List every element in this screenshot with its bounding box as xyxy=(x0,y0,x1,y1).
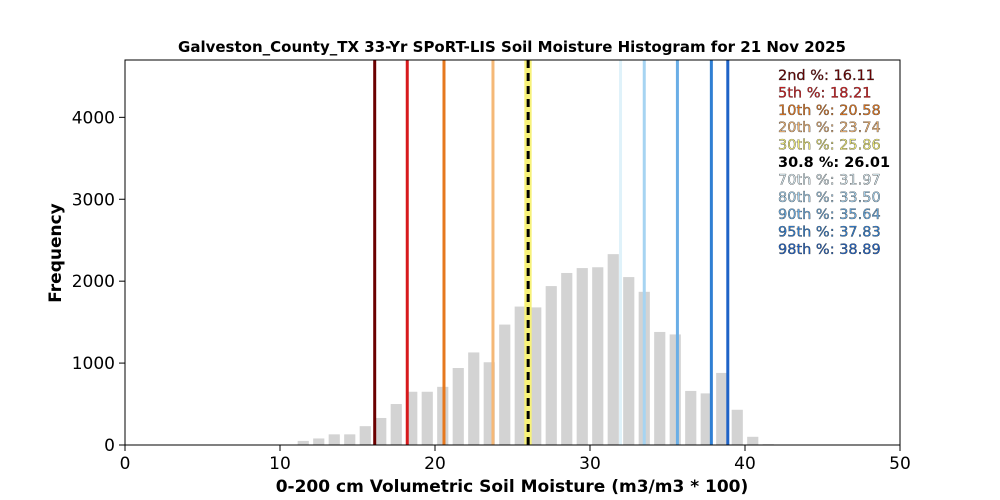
histogram-bar xyxy=(468,352,480,445)
histogram-bar xyxy=(421,391,433,445)
histogram-bar xyxy=(700,393,712,445)
histogram-bar xyxy=(328,434,340,445)
histogram-bar xyxy=(483,362,495,445)
histogram-bar xyxy=(390,404,402,445)
histogram-bar xyxy=(499,324,511,445)
legend-entry: 95th %: 37.83 xyxy=(778,225,881,241)
histogram-bar xyxy=(685,390,697,445)
x-tick-label: 20 xyxy=(424,454,446,474)
bars-group xyxy=(297,254,774,445)
legend-entry: 70th %: 31.97 xyxy=(778,172,881,188)
histogram-bar xyxy=(545,286,557,445)
legend-entry: 80th %: 33.50 xyxy=(778,190,881,206)
legend-entry: 30.8 %: 26.01 xyxy=(778,155,890,171)
legend-entry: 5th %: 18.21 xyxy=(778,85,872,101)
legend-entry: 30th %: 25.86 xyxy=(778,138,881,154)
y-tick-label: 1000 xyxy=(72,354,115,374)
histogram-bar xyxy=(731,409,743,445)
histogram-bar xyxy=(344,434,356,445)
x-tick-label: 40 xyxy=(734,454,756,474)
histogram-bar xyxy=(452,368,464,445)
x-tick-label: 30 xyxy=(579,454,601,474)
histogram-bar xyxy=(716,372,728,445)
chart-title: Galveston_County_TX 33-Yr SPoRT-LIS Soil… xyxy=(178,38,846,56)
y-tick-label: 2000 xyxy=(72,272,115,292)
histogram-bar xyxy=(576,268,588,445)
legend-entry: 10th %: 20.58 xyxy=(778,103,881,119)
histogram-bar xyxy=(375,417,387,445)
x-axis-ticks: 0 10 20 30 40 50 xyxy=(120,445,911,474)
histogram-bar xyxy=(313,438,325,445)
histogram-bar xyxy=(514,306,526,445)
x-tick-label: 10 xyxy=(269,454,291,474)
legend-entry: 98th %: 38.89 xyxy=(778,242,881,258)
x-tick-label: 50 xyxy=(889,454,911,474)
histogram-bar xyxy=(561,272,573,445)
histogram-bar xyxy=(747,436,759,445)
y-axis-label: Frequency xyxy=(46,203,66,303)
histogram-bar xyxy=(669,334,681,445)
y-tick-label: 4000 xyxy=(72,108,115,128)
histogram-bar xyxy=(530,307,542,445)
y-tick-label: 0 xyxy=(104,436,115,456)
y-axis-ticks: 0 1000 2000 3000 4000 xyxy=(72,108,125,456)
plot-frame xyxy=(124,59,901,446)
legend-entry: 20th %: 23.74 xyxy=(778,120,881,136)
histogram-bar xyxy=(654,331,666,445)
y-tick-label: 3000 xyxy=(72,190,115,210)
histogram-bar xyxy=(359,426,371,445)
percentile-lines-group xyxy=(373,60,730,445)
x-tick-label: 0 xyxy=(120,454,131,474)
histogram-bar xyxy=(592,267,604,445)
histogram-bar xyxy=(623,277,635,445)
histogram-bar xyxy=(297,440,309,445)
histogram-bar xyxy=(607,254,619,445)
legend-entry: 2nd %: 16.11 xyxy=(778,68,875,84)
histogram-bar xyxy=(406,391,418,445)
x-axis-label: 0-200 cm Volumetric Soil Moisture (m3/m3… xyxy=(276,477,749,497)
legend-entry: 90th %: 35.64 xyxy=(778,207,881,223)
